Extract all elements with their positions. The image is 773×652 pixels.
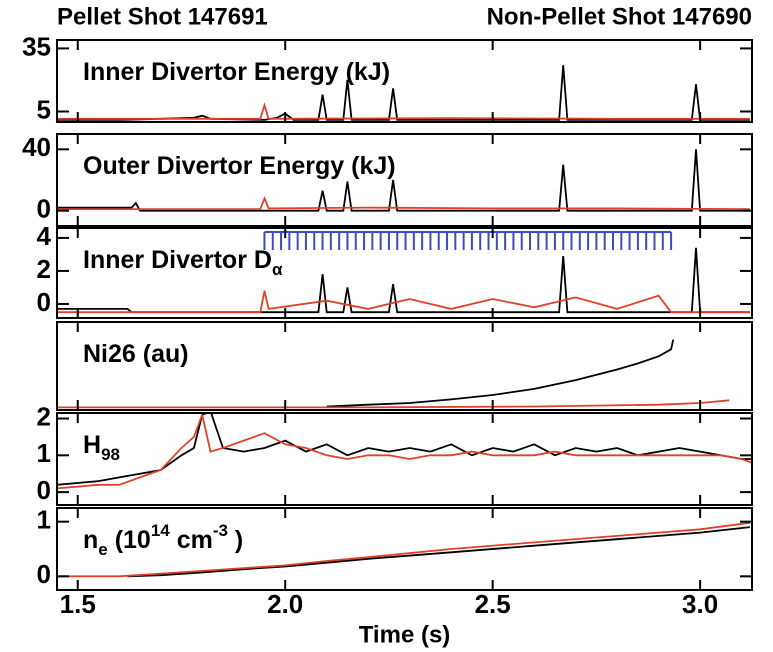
data-line: [57, 65, 750, 121]
y-tick-label: 0: [37, 194, 51, 224]
pellet-shot-label: Pellet Shot 147691: [57, 3, 268, 30]
plot-area: [57, 413, 752, 490]
plot-area: [57, 231, 750, 314]
y-tick-label: 2: [37, 254, 51, 284]
data-line: [127, 526, 750, 578]
data-line: [57, 413, 752, 486]
plot-area: [57, 521, 751, 578]
y-tick-label: 1: [37, 438, 51, 468]
data-line: [57, 195, 750, 210]
title-part: H: [83, 431, 101, 459]
x-tick-label: 3.0: [682, 589, 718, 619]
x-tick-label: 1.5: [60, 589, 96, 619]
y-tick-label: 0: [37, 475, 51, 505]
x-axis-label: Time (s): [359, 621, 451, 648]
panel-frame: [56, 227, 753, 319]
title-part: (10: [108, 526, 151, 554]
title-part: 14: [151, 521, 170, 540]
title-part: ): [228, 526, 243, 554]
x-tick-label: 2.5: [475, 589, 511, 619]
panel-frame: [56, 507, 753, 591]
title-part: Ni26 (au): [83, 340, 189, 368]
y-tick-label: 1: [37, 505, 51, 535]
data-line: [326, 339, 675, 408]
title-part: α: [272, 260, 283, 279]
y-tick-label: 4: [37, 221, 52, 251]
non-pellet-shot-label: Non-Pellet Shot 147690: [487, 3, 752, 30]
data-line: [57, 413, 752, 490]
panel-title: H98: [83, 431, 120, 464]
plot-area: [57, 65, 750, 121]
panel-title: Inner Divertor Energy (kJ): [83, 58, 390, 86]
panel-title: Inner Divertor Dα: [83, 246, 283, 279]
title-part: Inner Divertor D: [83, 246, 272, 274]
panel-frame: [56, 412, 753, 506]
panel-frame: [56, 133, 753, 227]
plot-area: [57, 149, 750, 212]
panel-title: Outer Divertor Energy (kJ): [83, 152, 396, 180]
data-line: [57, 149, 750, 212]
x-tick-label: 2.0: [267, 589, 303, 619]
title-part: cm: [170, 526, 213, 554]
panel-title: Ni26 (au): [83, 340, 189, 368]
y-tick-label: 5: [37, 94, 51, 124]
title-part: 98: [101, 445, 120, 464]
title-part: -3: [213, 521, 228, 540]
title-part: Outer Divertor Energy (kJ): [83, 152, 396, 180]
y-tick-label: 0: [37, 287, 51, 317]
title-part: n: [83, 526, 98, 554]
y-tick-label: 2: [37, 401, 51, 431]
y-tick-label: 35: [22, 31, 51, 61]
panel-frame: [56, 321, 753, 411]
y-tick-label: 0: [37, 559, 51, 589]
data-line: [57, 290, 750, 314]
title-part: e: [98, 540, 107, 559]
data-line: [57, 521, 751, 578]
data-line: [57, 102, 750, 120]
y-tick-label: 40: [22, 132, 51, 162]
title-part: Inner Divertor Energy (kJ): [83, 58, 390, 86]
panel-title: ne (1014 cm-3 ): [83, 521, 243, 559]
panel-frame: [56, 39, 753, 123]
